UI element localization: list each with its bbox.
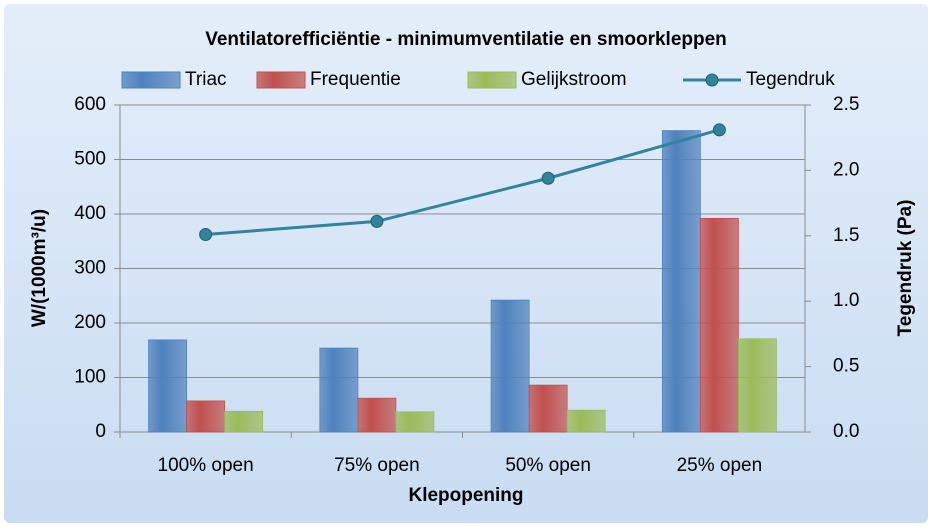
bar [224,410,264,433]
line-marker [199,227,213,241]
bar [737,338,777,433]
bar [661,130,701,433]
line-marker [370,214,384,228]
x-axis-title: Klepopening [408,485,523,506]
line [205,128,720,236]
y-tick-label: 200 [74,312,106,333]
legend-label: Triac [185,69,227,90]
y-tick-label: 400 [74,203,106,224]
line-marker [712,123,726,137]
legend-label: Frequentie [310,69,401,90]
legend-swatch [256,71,306,89]
bar [528,384,568,433]
y2-tick-label: 2.0 [833,159,859,180]
y2-axis-title: Tegendruk (Pa) [895,200,916,337]
y-tick-label: 500 [74,149,106,170]
legend-label: Gelijkstroom [521,69,627,90]
bar [186,400,226,433]
x-tick-label: 25% open [677,455,763,476]
bar [490,299,530,433]
bar [319,347,359,433]
legend-marker [705,73,719,87]
bar [566,409,606,433]
x-tick-label: 75% open [334,455,420,476]
y-axis-title: W/(1000m³/u) [29,209,50,327]
y-tick-label: 300 [74,258,106,279]
legend-label: Tegendruk [746,69,835,90]
y2-tick-label: 2.5 [833,94,859,115]
y-tick-label: 0 [95,421,106,442]
line-marker [541,171,555,185]
bar [699,217,739,433]
y-tick-label: 100 [74,367,106,388]
bar [148,339,188,433]
y2-tick-label: 0.5 [833,356,859,377]
x-tick-label: 50% open [505,455,591,476]
y-tick-label: 600 [74,94,106,115]
y2-tick-label: 1.5 [833,225,859,246]
bar [357,397,397,433]
bar [395,411,435,433]
chart-title: Ventilatorefficiëntie - minimumventilati… [205,29,727,50]
legend-swatch [121,71,181,89]
y2-tick-label: 1.0 [833,290,859,311]
x-tick-label: 100% open [158,455,254,476]
legend-swatch [467,71,517,89]
y2-tick-label: 0.0 [833,421,859,442]
